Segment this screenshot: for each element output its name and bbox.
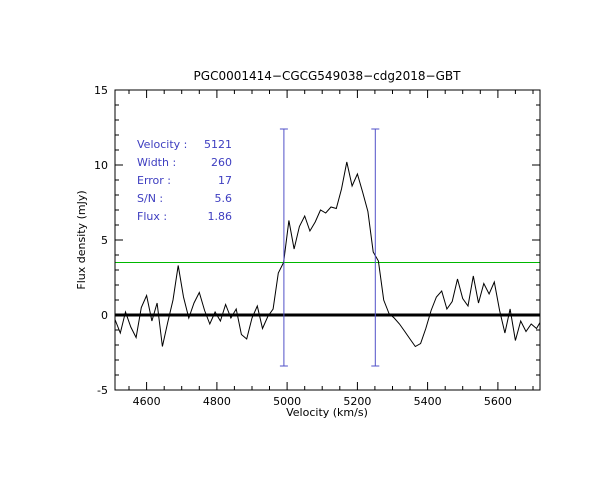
x-tick-label: 5000 [273,395,301,408]
annotation-value: 5121 [204,138,232,151]
annotation-label: Flux : [137,210,167,223]
annotation-label: Velocity : [137,138,187,151]
annotation-value: 17 [218,174,232,187]
x-axis-label: Velocity (km/s) [286,406,368,419]
y-tick-label: 0 [101,309,108,322]
plot-frame [114,89,541,391]
annotation-value: 5.6 [215,192,233,205]
annotation-value: 1.86 [208,210,233,223]
x-tick-label: 5600 [484,395,512,408]
plot-title: PGC0001414−CGCG549038−cdg2018−GBT [194,69,462,83]
x-tick-label: 4600 [133,395,161,408]
x-tick-label: 5400 [414,395,442,408]
plot-layers: 4600 4800 5000 5200 5400 5600 -5 0 5 10 15 Velocity… [94,84,541,408]
y-tick-label: 15 [94,84,108,97]
x-tick-label: 4800 [203,395,231,408]
annotation-label: Error : [137,174,171,187]
y-tick-label: -5 [97,384,108,397]
y-axis-label: Flux density (mJy) [75,190,88,289]
tick-labels: 4600 4800 5000 5200 5400 5600 -5 0 5 10 15 [94,84,512,408]
annotation-label: Width : [137,156,176,169]
velocity-range-marker [279,128,288,367]
y-tick-label: 10 [94,159,108,172]
velocity-range-marker [371,128,380,367]
axis-ticks [115,89,540,391]
x-tick-label: 5200 [343,395,371,408]
annotation-value: 260 [211,156,232,169]
y-tick-label: 5 [101,234,108,247]
fit-results: Velocity : 5121 Width : 260 Error : 17 S/N : 5.… [137,138,232,223]
annotation-label: S/N : [137,192,163,205]
spectrum-line [114,161,541,348]
